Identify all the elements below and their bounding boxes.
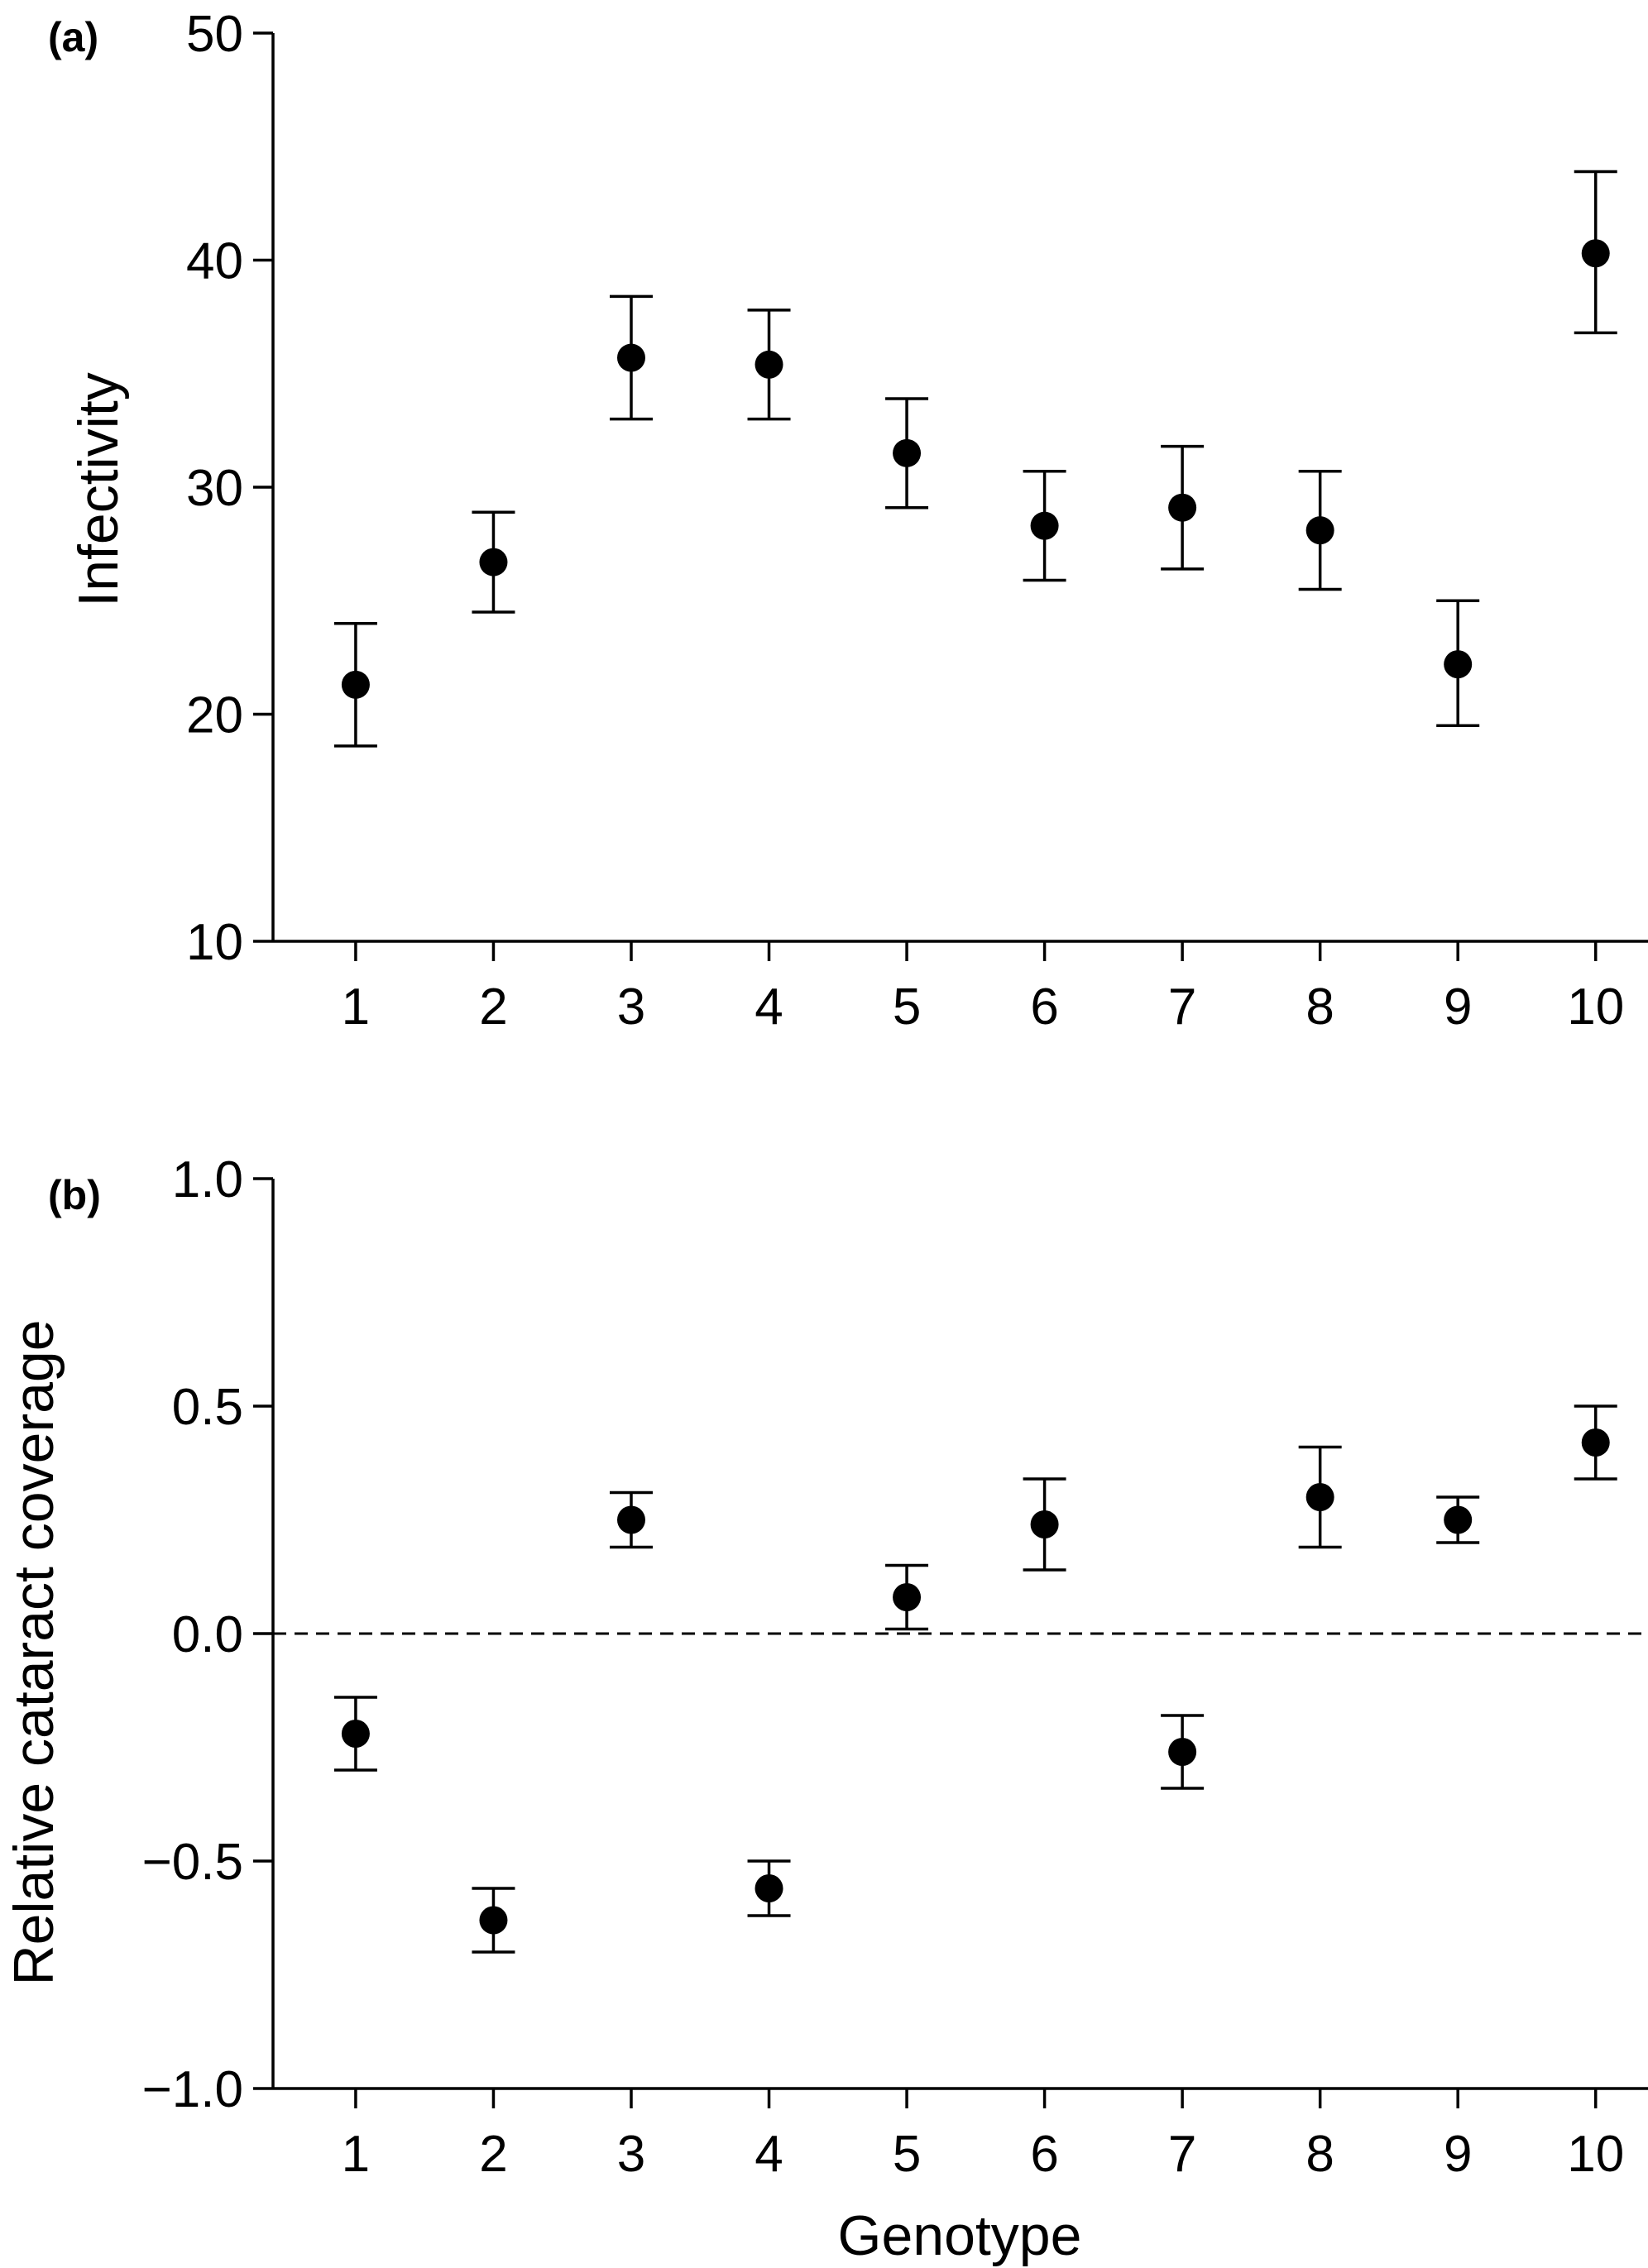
panel-b-data-point: [341, 1720, 370, 1748]
panel-a-data-point-group: [333, 621, 377, 748]
panel-b-data-point-group: [609, 1490, 653, 1549]
panel-b-x-tick-label: 8: [1305, 2126, 1334, 2183]
panel-b-x-axis-title: Genotype: [838, 2204, 1082, 2267]
panel-b-points: [273, 1404, 1648, 1954]
panel-b-x-tick-label: 9: [1444, 2126, 1472, 2183]
panel-a-x-tick-label: 5: [893, 978, 921, 1036]
panel-a-x-tick-label: 1: [342, 978, 370, 1036]
panel-a-x-tick-label: 4: [755, 978, 783, 1036]
panel-b-data-point: [893, 1583, 922, 1611]
panel-a-data-point-group: [472, 510, 515, 614]
panel-b-axes: −1.0 −0.5 0.0 0.5 1.0 1 2 3 4 5 6 7 8 9 10: [142, 1151, 1648, 2183]
panel-b-data-point: [1305, 1483, 1334, 1511]
panel-b-x-tick-label: 7: [1168, 2126, 1196, 2183]
panel-a-x-tick-label: 2: [479, 978, 507, 1036]
panel-b-data-point: [755, 1874, 783, 1902]
panel-a-data-point: [1168, 493, 1197, 522]
panel-b-data-point: [616, 1505, 645, 1534]
panel-a-data-point-group: [885, 397, 929, 510]
panel-a-label: (a): [48, 14, 98, 60]
panel-b-data-point: [1581, 1428, 1610, 1457]
panel-a-data-point-group: [1023, 470, 1066, 582]
panel-a-y-tick-label: 40: [186, 233, 243, 290]
panel-a-data-point-group: [609, 294, 653, 421]
panel-a-data-point-group: [1298, 470, 1342, 591]
panel-a-data-point: [1030, 511, 1059, 540]
panel-a-axes: 10 20 30 40 50 1 2 3 4 5 6 7 8 9 10: [186, 6, 1648, 1036]
panel-b-y-axis-title: Relative cataract coverage: [2, 1319, 65, 1985]
panel-b-x-tick-label: 6: [1030, 2126, 1058, 2183]
panel-b-y-tick-label: 0.0: [172, 1606, 243, 1663]
panel-b-x-tick-label: 4: [755, 2126, 783, 2183]
panel-a-x-tick-label: 10: [1567, 978, 1624, 1036]
panel-a-y-tick-label: 10: [186, 914, 243, 971]
panel-b-x-tick-label: 1: [342, 2126, 370, 2183]
panel-a-data-point: [616, 343, 645, 372]
panel-a-data-point: [1305, 516, 1334, 545]
panel-a: (a) Infectivity 10 20 30 40 50 1 2 3 4 5 6 7 8 9 10: [48, 6, 1648, 1036]
panel-b-data-point-group: [885, 1563, 929, 1631]
panel-a-data-point: [893, 438, 922, 467]
panel-a-x-tick-label: 9: [1444, 978, 1472, 1036]
panel-a-data-point: [755, 350, 783, 379]
panel-b-data-point-group: [1161, 1714, 1205, 1790]
panel-b-y-tick-label: −0.5: [142, 1834, 243, 1891]
panel-a-data-point: [1444, 650, 1473, 679]
panel-b-data-point-group: [1436, 1495, 1480, 1544]
panel-b-label: (b): [48, 1172, 101, 1218]
panel-a-data-point-group: [1574, 170, 1617, 335]
panel-a-x-tick-label: 8: [1305, 978, 1334, 1036]
panel-a-data-point: [341, 670, 370, 699]
panel-a-data-point-group: [1161, 444, 1205, 571]
panel-a-x-tick-label: 6: [1030, 978, 1058, 1036]
panel-b-data-point-group: [333, 1696, 377, 1772]
panel-a-data-point: [479, 548, 508, 577]
panel-a-points: [333, 170, 1617, 748]
panel-a-y-tick-label: 30: [186, 460, 243, 517]
panel-b-x-tick-label: 3: [617, 2126, 645, 2183]
panel-b-data-point-group: [472, 1887, 515, 1954]
panel-b-data-point: [1030, 1510, 1059, 1538]
panel-b-y-tick-label: −1.0: [142, 2061, 243, 2118]
panel-a-y-tick-label: 50: [186, 6, 243, 63]
panel-b-data-point: [1444, 1505, 1473, 1534]
panel-a-y-axis-title: Infectivity: [67, 372, 130, 606]
panel-b-data-point-group: [1574, 1404, 1617, 1481]
panel-a-x-tick-label: 3: [617, 978, 645, 1036]
panel-b-y-tick-label: 0.5: [172, 1379, 243, 1436]
panel-b-data-point: [479, 1906, 508, 1935]
panel-b-x-tick-label: 5: [893, 2126, 921, 2183]
panel-a-x-tick-label: 7: [1168, 978, 1196, 1036]
panel-a-data-point: [1581, 239, 1610, 268]
panel-a-y-tick-label: 20: [186, 687, 243, 744]
panel-b-x-tick-label: 2: [479, 2126, 507, 2183]
panel-b-data-point-group: [1298, 1445, 1342, 1549]
panel-a-data-point-group: [747, 309, 791, 421]
panel-b: (b) Relative cataract coverage Genotype …: [2, 1151, 1648, 2267]
panel-b-y-tick-label: 1.0: [172, 1151, 243, 1208]
panel-b-data-point: [1168, 1738, 1197, 1766]
panel-b-x-tick-label: 10: [1567, 2126, 1624, 2183]
panel-b-data-point-group: [747, 1859, 791, 1917]
panel-b-data-point-group: [1023, 1477, 1066, 1572]
panel-a-data-point-group: [1436, 599, 1480, 727]
